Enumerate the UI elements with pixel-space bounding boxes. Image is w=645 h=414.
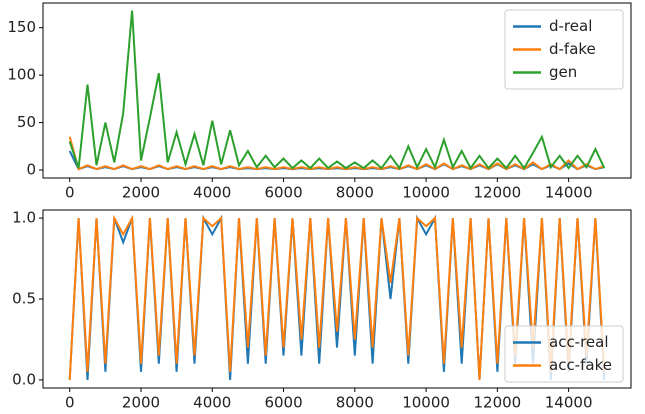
y-tick-label: 100: [7, 66, 36, 84]
legend-label: d-fake: [549, 40, 596, 58]
x-tick-label: 14000: [545, 394, 593, 412]
legend-box: [504, 325, 624, 383]
series-line: [68, 10, 606, 171]
x-tick-label: 4000: [193, 184, 231, 202]
y-tick-label: 0.5: [12, 290, 36, 308]
legend-box: [504, 9, 624, 90]
legend-label: gen: [549, 63, 577, 81]
x-tick-label: 2000: [122, 394, 160, 412]
y-tick-label: 1.0: [12, 209, 36, 227]
y-tick-label: 50: [17, 113, 36, 131]
x-tick-label: 0: [65, 184, 75, 202]
y-tick-label: 0: [26, 161, 36, 179]
y-tick-label: 0.0: [12, 370, 36, 388]
x-tick-label: 4000: [193, 394, 231, 412]
legend-label: acc-fake: [549, 356, 612, 374]
series-line: [68, 136, 605, 171]
legend-label: d-real: [549, 17, 592, 35]
x-tick-label: 8000: [336, 184, 374, 202]
axes-frame: [42, 2, 632, 179]
x-tick-label: 2000: [122, 184, 160, 202]
x-tick-label: 10000: [402, 394, 450, 412]
axes-frame: [42, 209, 632, 389]
x-tick-label: 14000: [545, 184, 593, 202]
x-tick-label: 10000: [402, 184, 450, 202]
x-tick-label: 8000: [336, 394, 374, 412]
y-tick-label: 150: [7, 18, 36, 36]
legend-label: acc-real: [549, 333, 609, 351]
x-tick-label: 12000: [474, 394, 522, 412]
x-tick-label: 6000: [264, 184, 302, 202]
x-tick-label: 12000: [474, 184, 522, 202]
x-tick-label: 0: [65, 394, 75, 412]
x-tick-label: 6000: [264, 394, 302, 412]
